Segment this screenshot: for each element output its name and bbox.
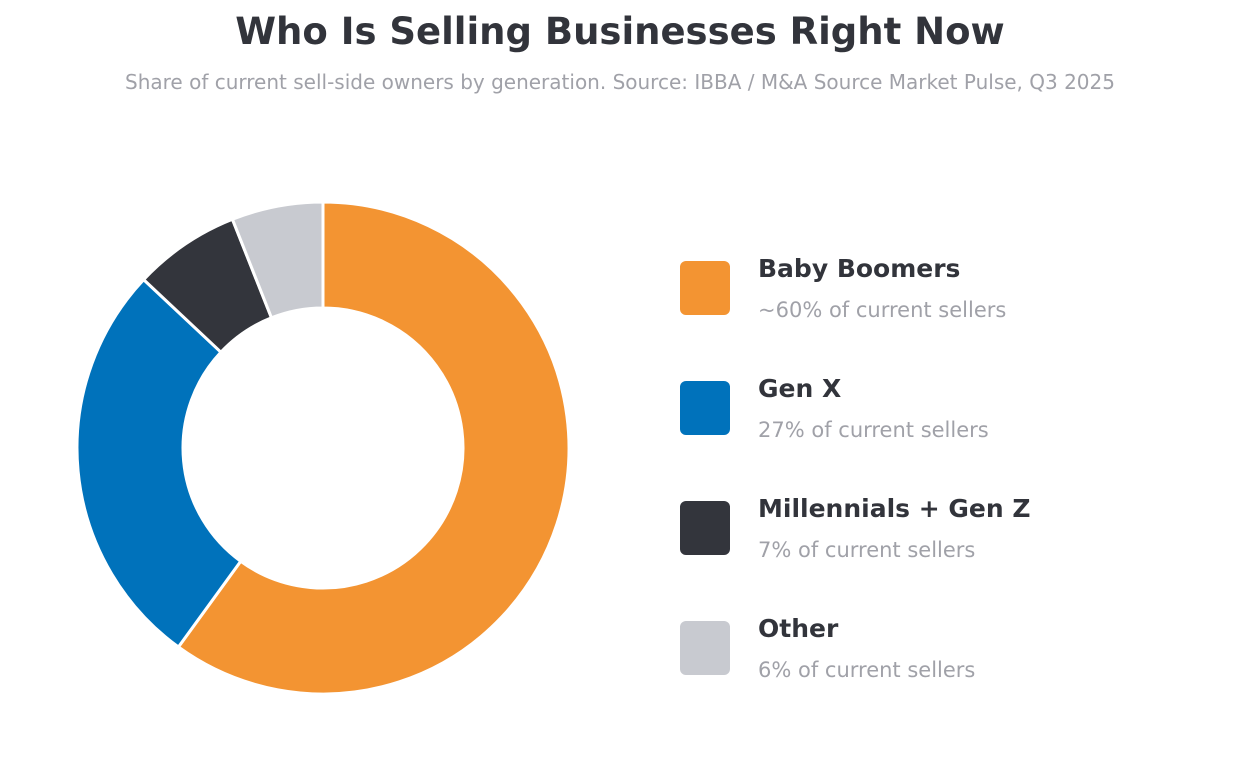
legend-swatch [680, 261, 730, 315]
chart-title: Who Is Selling Businesses Right Now [235, 10, 1005, 53]
legend-description: ~60% of current sellers [758, 298, 1007, 322]
legend-item-baby-boomers: Baby Boomers ~60% of current sellers [680, 254, 1180, 341]
legend-item-millennials-gen-z: Millennials + Gen Z 7% of current seller… [680, 494, 1180, 581]
legend-label: Millennials + Gen Z [758, 494, 1031, 523]
chart-subtitle: Share of current sell-side owners by gen… [125, 70, 1115, 94]
legend-label: Other [758, 614, 839, 643]
donut-chart [75, 200, 571, 696]
legend-item-gen-x: Gen X 27% of current sellers [680, 374, 1180, 461]
legend-item-other: Other 6% of current sellers [680, 614, 1180, 701]
legend-label: Baby Boomers [758, 254, 961, 283]
legend-description: 6% of current sellers [758, 658, 976, 682]
slice-baby-boomers [176, 200, 571, 696]
legend-swatch [680, 621, 730, 675]
legend-label: Gen X [758, 374, 842, 403]
legend-description: 7% of current sellers [758, 538, 976, 562]
legend-description: 27% of current sellers [758, 418, 989, 442]
legend-swatch [680, 501, 730, 555]
legend-swatch [680, 381, 730, 435]
slice-other [230, 200, 325, 320]
slice-gen-x [75, 278, 243, 649]
